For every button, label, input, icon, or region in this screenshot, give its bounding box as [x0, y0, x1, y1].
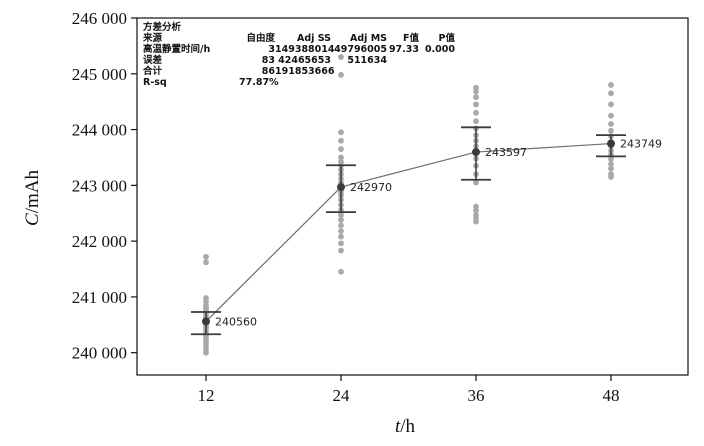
sample-point [338, 154, 344, 161]
confidence-intervals [191, 126, 626, 336]
sample-point [338, 137, 344, 144]
x-axis-title: t/h [395, 416, 416, 437]
mean-label: 243749 [620, 138, 662, 151]
sample-point [608, 156, 614, 163]
sample-point [203, 253, 209, 260]
mean-label: 240560 [215, 315, 257, 328]
anova-header: 来源 自由度 Adj SS Adj MS F值 P值 [143, 33, 455, 44]
anova-row-total: 合计 86191853666 [143, 66, 335, 77]
anova-row-factor: 高温静置时间/h 314938801449796005 97.33 0.000 [143, 44, 455, 55]
mean-point [202, 317, 210, 326]
x-axis: 12 24 36 48 [198, 375, 620, 405]
sample-point [338, 233, 344, 240]
sample-point [338, 217, 344, 223]
x-tick-label: 36 [468, 386, 485, 405]
mean-label: 242970 [350, 181, 392, 194]
sample-point [473, 118, 479, 125]
y-tick-label: 246 000 [72, 9, 127, 28]
sample-point [473, 179, 479, 186]
sample-point [608, 82, 614, 88]
sample-point [608, 165, 614, 172]
sample-point [608, 161, 614, 168]
x-tick-label: 24 [333, 386, 351, 405]
anova-table: 方差分析 来源 自由度 Adj SS Adj MS F值 P值 高温静置时间/h 31493… [143, 22, 455, 88]
sample-point [338, 247, 344, 254]
sample-point [338, 212, 344, 218]
y-axis-title: C/mAh [22, 170, 43, 226]
y-tick-label: 244 000 [72, 121, 127, 140]
sample-points [203, 54, 614, 356]
mean-connect-line [205, 142, 612, 322]
sample-point [338, 129, 344, 136]
sample-point [203, 259, 209, 266]
sample-point [338, 228, 344, 234]
y-tick-label: 245 000 [72, 65, 127, 84]
y-tick-label: 243 000 [72, 176, 127, 195]
sample-point [473, 207, 479, 214]
sample-point [608, 101, 614, 108]
anova-title: 方差分析 [143, 22, 182, 33]
y-tick-label: 242 000 [72, 232, 127, 251]
sample-point [608, 90, 614, 97]
mean-labels: 240560 242970 243597 243749 [215, 138, 662, 329]
mean-point [472, 148, 480, 157]
mean-points [202, 139, 615, 326]
mean-point [607, 139, 615, 148]
sample-point [473, 218, 479, 225]
mean-point [337, 183, 345, 192]
anova-rsq: R-sq 77.87% [143, 77, 279, 88]
y-axis: 240 000 241 000 242 000 243 000 244 000 245 0… [72, 9, 137, 363]
sample-point [608, 127, 614, 134]
sample-point [473, 88, 479, 95]
y-tick-label: 241 000 [72, 288, 127, 307]
sample-point [338, 268, 344, 275]
sample-point [473, 109, 479, 116]
plot-frame [136, 17, 689, 376]
y-tick-label: 240 000 [72, 344, 127, 363]
mean-label: 243597 [485, 146, 527, 159]
sample-point [473, 101, 479, 108]
anova-row-error: 误差 83 42465653 511634 [143, 55, 387, 66]
sample-point [608, 121, 614, 127]
x-tick-label: 12 [198, 386, 215, 405]
sample-point [473, 94, 479, 101]
sample-point [608, 174, 614, 180]
sample-point [338, 54, 344, 60]
sample-point [608, 112, 614, 119]
sample-point [338, 146, 344, 152]
x-tick-label: 48 [603, 386, 620, 405]
sample-point [338, 222, 344, 229]
sample-point [338, 71, 344, 78]
sample-point [203, 349, 209, 356]
sample-point [338, 240, 344, 247]
